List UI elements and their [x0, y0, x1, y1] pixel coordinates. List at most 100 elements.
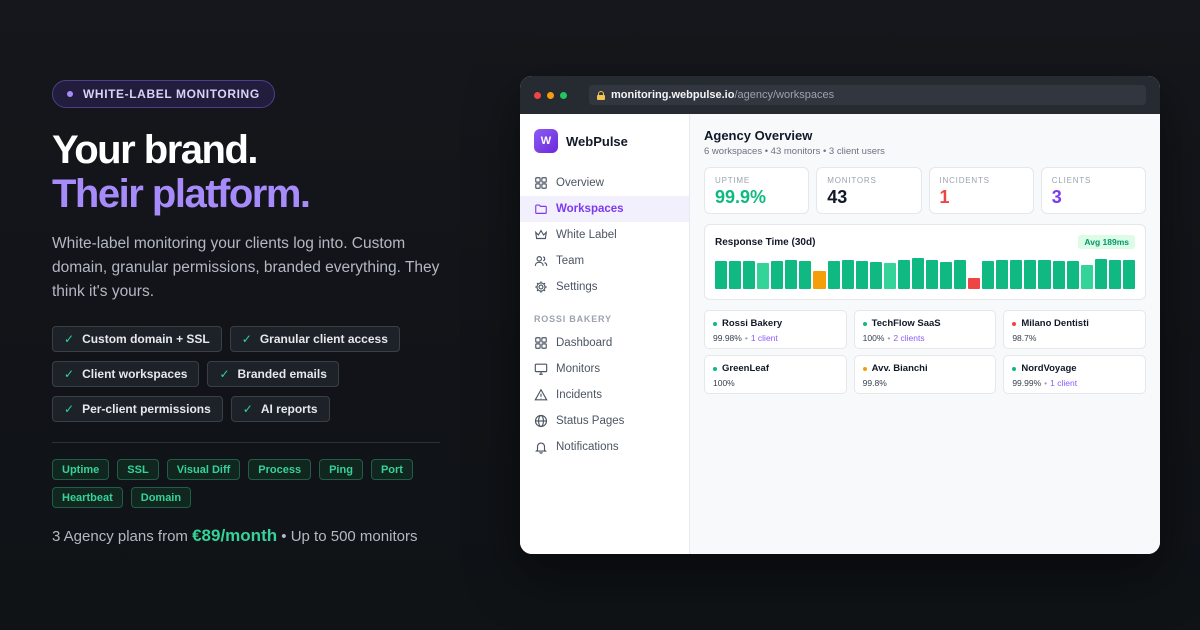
- response-time-bar: [813, 271, 826, 289]
- client-name-row: Avv. Bianchi: [862, 363, 988, 374]
- client-card[interactable]: Milano Dentisti 98.7%: [1003, 310, 1146, 349]
- client-name-row: GreenLeaf: [713, 363, 838, 374]
- feature-label: Branded emails: [237, 367, 327, 381]
- alert-icon: [534, 388, 548, 401]
- feature-label: Custom domain + SSL: [82, 332, 210, 346]
- sidebar-item-white-label[interactable]: White Label: [520, 222, 689, 248]
- client-uptime: 100%: [862, 333, 885, 343]
- check-icon: ✓: [242, 402, 253, 416]
- response-time-bar: [729, 260, 742, 289]
- stat-label: MONITORS: [827, 176, 877, 185]
- stat-label: UPTIME: [715, 176, 751, 185]
- browser-chrome: monitoring.webpulse.io /agency/workspace…: [520, 76, 1160, 114]
- response-time-bar: [715, 260, 728, 289]
- status-dot-icon: [1012, 321, 1017, 326]
- client-card[interactable]: NordVoyage 99.99% • 1 client: [1003, 355, 1146, 394]
- client-meta: 98.7%: [1012, 333, 1137, 343]
- sidebar-item-settings[interactable]: Settings: [520, 274, 689, 300]
- sidebar-item-status-pages[interactable]: Status Pages: [520, 408, 689, 434]
- minimize-window-dot[interactable]: [547, 91, 554, 99]
- avg-response-badge: Avg 189ms: [1078, 235, 1135, 249]
- sidebar-item-team[interactable]: Team: [520, 248, 689, 274]
- stat-card-clients: CLIENTS 3: [1040, 167, 1146, 214]
- client-name-row: Milano Dentisti: [1012, 318, 1137, 329]
- meta-separator: •: [1044, 378, 1048, 388]
- response-time-bar: [968, 277, 981, 289]
- client-users[interactable]: 2 clients: [893, 333, 925, 343]
- client-uptime: 99.98%: [713, 333, 742, 343]
- response-time-bar: [869, 261, 882, 289]
- status-dot-icon: [862, 321, 867, 326]
- monitor-type-list: Uptime SSL Visual Diff Process Ping Port…: [52, 459, 452, 508]
- sidebar-item-dashboard[interactable]: Dashboard: [520, 330, 689, 356]
- workspace-nav: Dashboard Monitors Incidents Status Page…: [520, 330, 689, 460]
- address-bar[interactable]: monitoring.webpulse.io /agency/workspace…: [589, 85, 1146, 105]
- monitor-type-tag: Domain: [130, 487, 192, 508]
- client-name: TechFlow SaaS: [871, 318, 941, 329]
- monitor-type-tag: Port: [370, 459, 413, 480]
- client-users[interactable]: 1 client: [1050, 378, 1078, 388]
- response-time-bar: [1052, 260, 1065, 289]
- feature-chip: ✓ Branded emails: [207, 361, 339, 387]
- response-time-bar: [771, 260, 784, 289]
- response-time-bar: [827, 260, 840, 289]
- sidebar-item-workspaces[interactable]: Workspaces: [520, 196, 689, 222]
- client-card[interactable]: Avv. Bianchi 99.8%: [853, 355, 997, 394]
- client-card[interactable]: TechFlow SaaS 100% • 2 clients: [853, 310, 997, 349]
- client-name: NordVoyage: [1021, 363, 1077, 374]
- sidebar-item-notifications[interactable]: Notifications: [520, 434, 689, 460]
- response-time-bar: [757, 263, 770, 289]
- client-meta: 99.99% • 1 client: [1012, 378, 1137, 388]
- sidebar-item-incidents[interactable]: Incidents: [520, 382, 689, 408]
- monitor-type-tag: Uptime: [52, 459, 110, 480]
- client-meta: 99.8%: [863, 378, 988, 388]
- crown-icon: [534, 229, 548, 240]
- pricing-suffix: • Up to 500 monitors: [281, 528, 418, 545]
- response-time-bar: [911, 258, 924, 289]
- feature-chip: ✓ Per-client permissions: [52, 396, 223, 422]
- response-time-bar: [1010, 259, 1023, 289]
- response-time-bar: [799, 260, 812, 289]
- client-card[interactable]: GreenLeaf 100%: [704, 355, 847, 394]
- feature-chip: ✓ AI reports: [230, 396, 330, 422]
- headline-line-1: Your brand.: [52, 128, 258, 172]
- stat-value: 3: [1051, 187, 1062, 207]
- stat-card-uptime: UPTIME 99.9%: [704, 167, 810, 214]
- client-uptime: 98.7%: [1012, 333, 1037, 343]
- stat-value: 99.9%: [715, 187, 767, 207]
- sidebar-item-monitors[interactable]: Monitors: [520, 356, 689, 382]
- grid-icon: [535, 337, 547, 349]
- check-icon: ✓: [241, 332, 252, 346]
- client-name-row: TechFlow SaaS: [862, 318, 988, 329]
- maximize-window-dot[interactable]: [560, 91, 567, 99]
- monitor-icon: [534, 363, 548, 375]
- stats-row: UPTIME 99.9% MONITORS 43 INCIDENTS 1 CLI…: [704, 167, 1146, 214]
- client-name: Rossi Bakery: [722, 318, 783, 329]
- client-users[interactable]: 1 client: [750, 333, 778, 343]
- main-content: Agency Overview 6 workspaces • 43 monito…: [690, 114, 1160, 554]
- feature-chip: ✓ Custom domain + SSL: [52, 326, 222, 352]
- sidebar-item-label: Notifications: [556, 441, 619, 453]
- response-time-bar: [940, 261, 953, 289]
- response-time-bar: [996, 260, 1009, 289]
- meta-separator: •: [744, 333, 748, 343]
- monitor-type-tag: Heartbeat: [52, 487, 123, 508]
- stat-value: 1: [939, 187, 950, 207]
- close-window-dot[interactable]: [534, 91, 541, 99]
- feature-label: Client workspaces: [82, 367, 188, 381]
- sidebar-item-label: Workspaces: [556, 203, 624, 215]
- response-time-bar: [982, 260, 995, 289]
- sidebar-item-label: Incidents: [556, 389, 603, 401]
- lock-icon: [597, 90, 605, 100]
- app-body: W WebPulse Overview Workspaces White Lab…: [520, 114, 1160, 554]
- brand[interactable]: W WebPulse: [520, 128, 689, 154]
- globe-icon: [534, 414, 548, 428]
- users-icon: [534, 256, 548, 266]
- client-card[interactable]: Rossi Bakery 99.98% • 1 client: [704, 310, 847, 349]
- eyebrow-badge: WHITE-LABEL MONITORING: [52, 80, 275, 108]
- stat-label: CLIENTS: [1051, 176, 1092, 185]
- sidebar-item-overview[interactable]: Overview: [520, 170, 689, 196]
- pricing-price: €89/month: [192, 526, 278, 545]
- response-time-bar: [954, 260, 967, 289]
- brand-logo: W: [534, 129, 558, 153]
